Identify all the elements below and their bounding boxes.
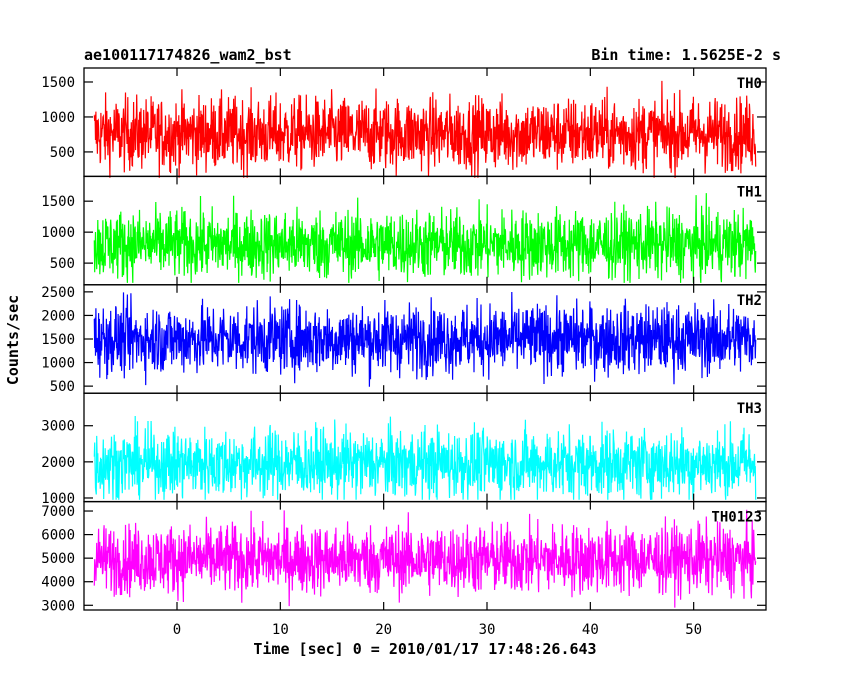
y-tick-label: 1000 bbox=[41, 225, 75, 241]
x-tick-label: 30 bbox=[479, 622, 496, 638]
series-line-th1 bbox=[93, 193, 757, 283]
y-tick-label: 2000 bbox=[41, 455, 75, 471]
x-tick-label: 50 bbox=[685, 622, 702, 638]
panel-name-label: TH3 bbox=[737, 401, 762, 417]
panel-name-label: TH1 bbox=[737, 184, 762, 200]
y-tick-label: 1000 bbox=[41, 356, 75, 372]
panel-th0: 500 1000 1500 TH0 bbox=[41, 67, 767, 178]
panel-th1: 500 1000 1500 TH1 bbox=[41, 175, 767, 286]
chart-title-right: Bin time: 1.5625E-2 s bbox=[591, 46, 781, 64]
y-tick-label: 2000 bbox=[41, 308, 75, 324]
chart-title-left: ae100117174826_wam2_bst bbox=[84, 46, 292, 64]
series-line-th2 bbox=[93, 291, 757, 387]
x-tick-label: 0 bbox=[173, 622, 181, 638]
y-tick-label: 1000 bbox=[41, 110, 75, 126]
y-tick-label: 3000 bbox=[41, 419, 75, 435]
y-tick-label: 2500 bbox=[41, 285, 75, 301]
y-tick-label: 1000 bbox=[41, 491, 75, 507]
panel-th0123: 3000 4000 5000 6000 7000 TH0123 bbox=[41, 500, 767, 614]
x-axis-label: Time [sec] 0 = 2010/01/17 17:48:26.643 bbox=[253, 640, 596, 658]
panel-th3: 1000 2000 3000 TH3 bbox=[41, 392, 767, 507]
x-axis: 0 10 20 30 40 50 bbox=[173, 622, 702, 638]
y-tick-label: 4000 bbox=[41, 575, 75, 591]
x-tick-label: 40 bbox=[582, 622, 599, 638]
panel-name-label: TH0 bbox=[737, 76, 762, 92]
x-tick-label: 10 bbox=[272, 622, 289, 638]
y-tick-label: 1500 bbox=[41, 194, 75, 210]
panels: 500 1000 1500 TH0 500 1000 1500 TH1 500 1000 1500 2… bbox=[41, 67, 767, 614]
panel-name-label: TH0123 bbox=[711, 510, 762, 526]
y-tick-label: 7000 bbox=[41, 504, 75, 520]
series-line-th0123 bbox=[93, 509, 757, 608]
series-line-th0 bbox=[93, 80, 757, 178]
y-tick-label: 5000 bbox=[41, 551, 75, 567]
panel-name-label: TH2 bbox=[737, 293, 762, 309]
y-tick-label: 1500 bbox=[41, 75, 75, 91]
y-tick-label: 500 bbox=[50, 256, 75, 272]
y-tick-label: 500 bbox=[50, 145, 75, 161]
y-tick-label: 1500 bbox=[41, 332, 75, 348]
y-tick-label: 3000 bbox=[41, 598, 75, 614]
panel-th2: 500 1000 1500 2000 2500 TH2 bbox=[41, 284, 767, 395]
y-tick-label: 6000 bbox=[41, 528, 75, 544]
series-line-th3 bbox=[93, 415, 757, 500]
y-tick-label: 500 bbox=[50, 379, 75, 395]
y-axis-label: Counts/sec bbox=[4, 295, 22, 385]
panel-frame bbox=[83, 500, 767, 611]
x-tick-label: 20 bbox=[375, 622, 392, 638]
